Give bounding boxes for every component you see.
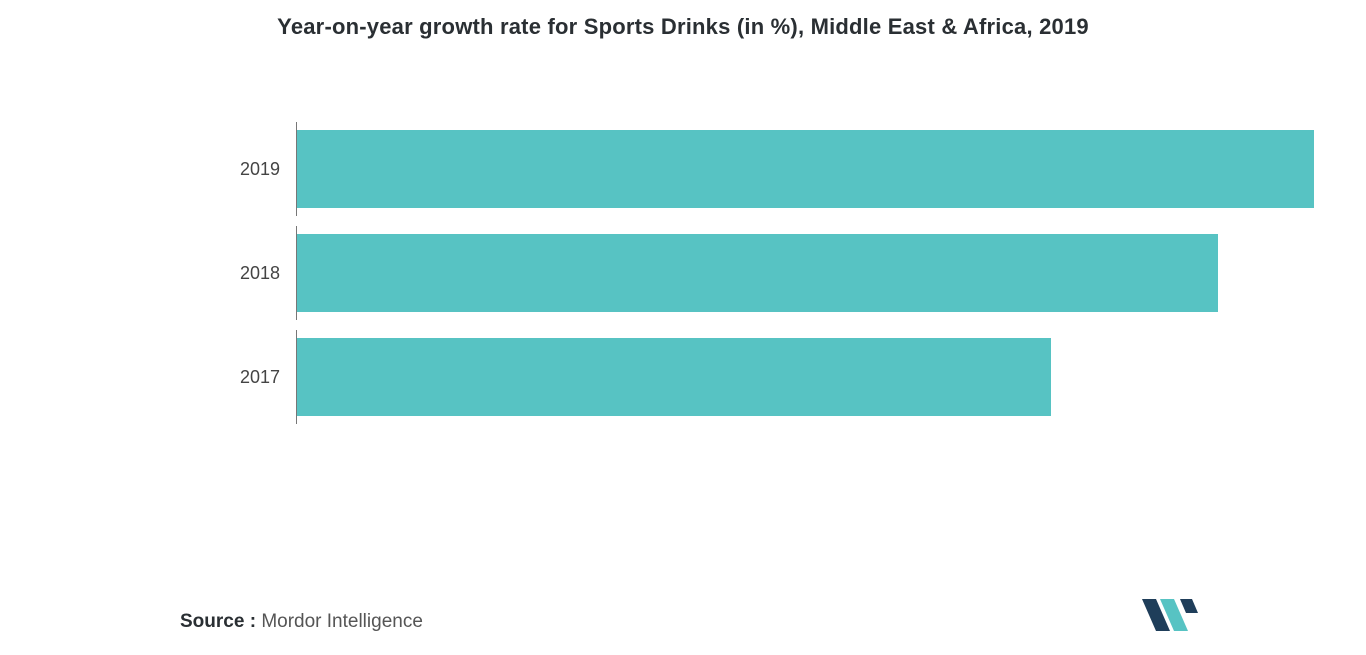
y-axis-label: 2019 [0, 159, 296, 180]
plot-area: 2019 2018 2017 [0, 130, 1366, 416]
mordor-logo-icon [1140, 593, 1198, 637]
source-name: Mordor Intelligence [261, 611, 423, 632]
axis-tick [296, 416, 297, 424]
y-axis-label: 2017 [0, 367, 296, 388]
chart-container: Year-on-year growth rate for Sports Drin… [0, 0, 1366, 655]
bar-track [296, 338, 1314, 416]
source-attribution: Source : Mordor Intelligence [180, 611, 423, 633]
axis-tick [296, 226, 297, 234]
bar-track [296, 130, 1314, 208]
bar-row: 2018 [0, 234, 1314, 312]
bar [296, 234, 1218, 312]
axis-tick [296, 312, 297, 320]
bar-row: 2017 [0, 338, 1314, 416]
axis-tick [296, 122, 297, 130]
axis-tick [296, 330, 297, 338]
y-axis-label: 2018 [0, 263, 296, 284]
bar [296, 130, 1314, 208]
bar-row: 2019 [0, 130, 1314, 208]
chart-title: Year-on-year growth rate for Sports Drin… [0, 14, 1366, 50]
bar [296, 338, 1051, 416]
bar-track [296, 234, 1314, 312]
axis-tick [296, 208, 297, 216]
source-label: Source : [180, 611, 256, 632]
